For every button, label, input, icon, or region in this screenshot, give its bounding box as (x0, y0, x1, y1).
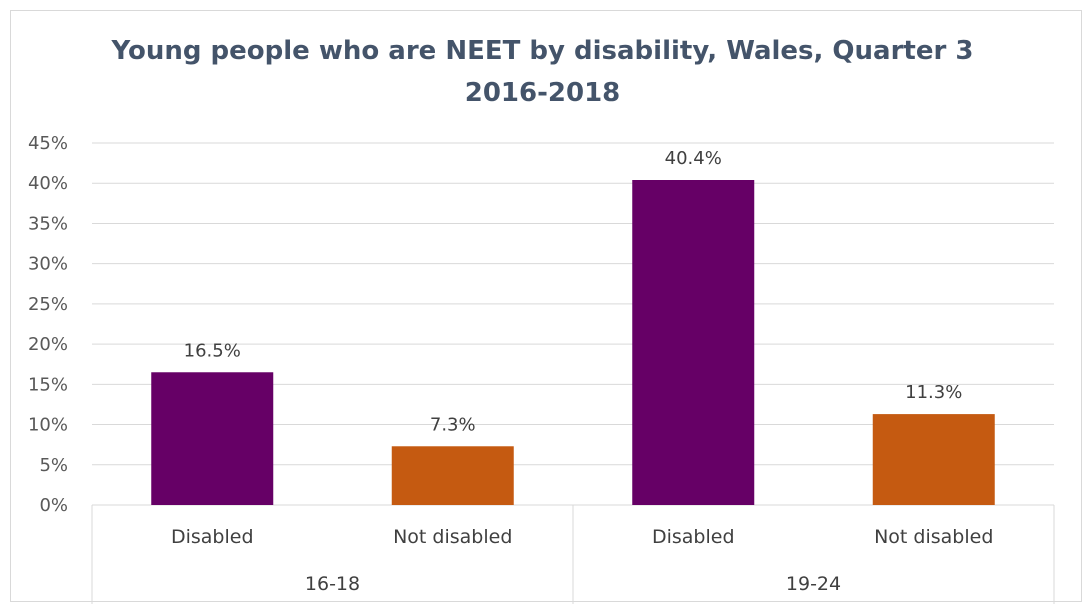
x-category-label: Disabled (652, 526, 735, 548)
x-category-label: Not disabled (393, 526, 512, 548)
y-tick-label: 15% (28, 374, 68, 395)
y-tick-label: 5% (39, 455, 68, 476)
y-tick-label: 25% (28, 294, 68, 315)
bar (632, 180, 755, 505)
y-tick-label: 35% (28, 213, 68, 234)
data-label: 16.5% (184, 340, 241, 361)
x-group-label: 16-18 (305, 573, 360, 595)
y-tick-label: 40% (28, 173, 68, 194)
bar (872, 414, 995, 505)
bar (151, 372, 274, 505)
y-tick-label: 45% (28, 133, 68, 154)
data-label: 40.4% (665, 148, 722, 169)
data-label: 7.3% (430, 414, 476, 435)
y-tick-label: 10% (28, 415, 68, 436)
x-category-label: Not disabled (874, 526, 993, 548)
bar (391, 446, 514, 505)
y-tick-label: 0% (39, 495, 68, 516)
x-group-label: 19-24 (786, 573, 841, 595)
chart-title-line-2: 2016-2018 (464, 78, 621, 108)
data-label: 11.3% (905, 382, 962, 403)
chart-title: Young people who are NEET by disability,… (0, 30, 1085, 114)
y-tick-label: 30% (28, 254, 68, 275)
chart-title-line-1: Young people who are NEET by disability,… (111, 36, 974, 66)
x-category-label: Disabled (171, 526, 254, 548)
y-tick-label: 20% (28, 334, 68, 355)
